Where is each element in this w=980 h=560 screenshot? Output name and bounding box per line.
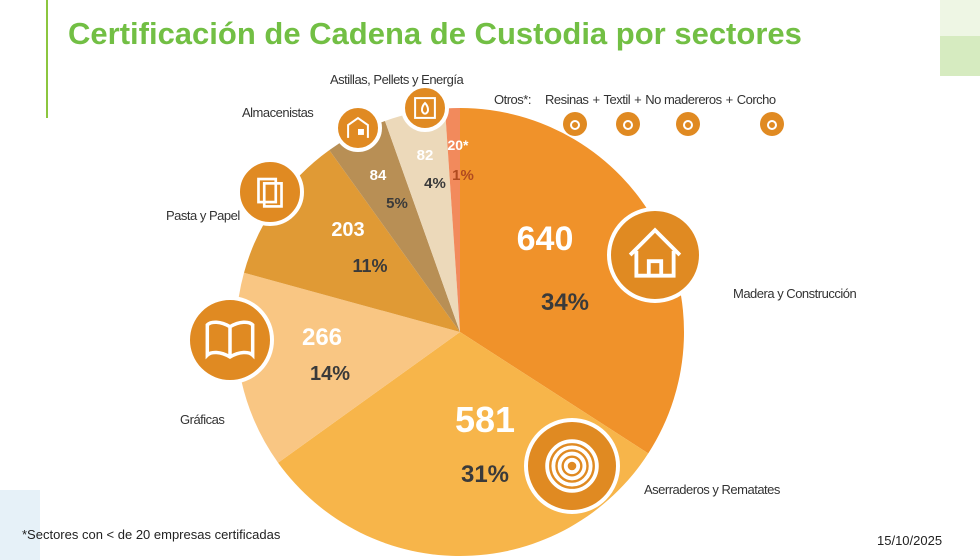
label-pasta: Pasta y Papel bbox=[166, 208, 240, 223]
plus: + bbox=[725, 92, 734, 107]
otros-item: Resinas bbox=[544, 92, 589, 107]
warehouse-icon bbox=[334, 104, 382, 152]
decoration bbox=[940, 36, 980, 76]
fireplace-icon bbox=[401, 84, 449, 132]
decoration bbox=[940, 0, 980, 36]
value-label: 581 bbox=[455, 399, 515, 440]
title-rule bbox=[46, 0, 48, 118]
pie-slice bbox=[384, 108, 460, 333]
percent-label: 4% bbox=[424, 175, 446, 192]
pie-slice bbox=[329, 120, 460, 332]
paper-icon bbox=[236, 158, 304, 226]
percent-label: 5% bbox=[386, 195, 408, 212]
book-icon bbox=[186, 296, 274, 384]
otros-item: Corcho bbox=[736, 92, 776, 107]
label-astillas: Astillas, Pellets y Energía bbox=[330, 72, 464, 87]
pie-slice bbox=[445, 108, 460, 332]
footnote: *Sectores con < de 20 empresas certifica… bbox=[22, 527, 281, 542]
date: 15/10/2025 bbox=[877, 533, 943, 548]
label-graficas: Gráficas bbox=[180, 412, 225, 427]
plus: + bbox=[634, 92, 642, 107]
tree-rings-icon bbox=[524, 418, 620, 514]
percent-label: 34% bbox=[541, 289, 589, 316]
value-label: 20* bbox=[447, 137, 469, 153]
otros-label: Otros*: bbox=[494, 92, 531, 107]
value-label: 266 bbox=[302, 324, 342, 351]
house-icon bbox=[607, 207, 703, 303]
label-madera: Madera y Construcción bbox=[733, 286, 857, 301]
pie-slice bbox=[460, 108, 685, 454]
otros-legend: Otros*: Resinas + Textil + No madereros … bbox=[494, 92, 776, 107]
percent-label: 1% bbox=[452, 167, 474, 184]
label-aserraderos: Aserraderos y Rematates bbox=[644, 482, 780, 497]
percent-label: 31% bbox=[461, 461, 509, 488]
plus: + bbox=[592, 92, 600, 107]
value-label: 84 bbox=[370, 167, 387, 184]
percent-label: 11% bbox=[352, 256, 387, 276]
cork-icon bbox=[760, 112, 784, 136]
decoration bbox=[0, 490, 40, 560]
otros-item: Textil bbox=[603, 92, 631, 107]
value-label: 82 bbox=[417, 147, 434, 164]
value-label: 640 bbox=[517, 220, 574, 258]
value-label: 203 bbox=[331, 219, 364, 241]
label-almacenistas: Almacenistas bbox=[242, 105, 314, 120]
page-title: Certificación de Cadena de Custodia por … bbox=[68, 16, 802, 51]
drop-icon bbox=[563, 112, 587, 136]
otros-item: No madereros bbox=[645, 92, 722, 107]
percent-label: 14% bbox=[310, 363, 350, 385]
textile-icon bbox=[616, 112, 640, 136]
pie-slice bbox=[235, 272, 460, 463]
leaf-icon bbox=[676, 112, 700, 136]
